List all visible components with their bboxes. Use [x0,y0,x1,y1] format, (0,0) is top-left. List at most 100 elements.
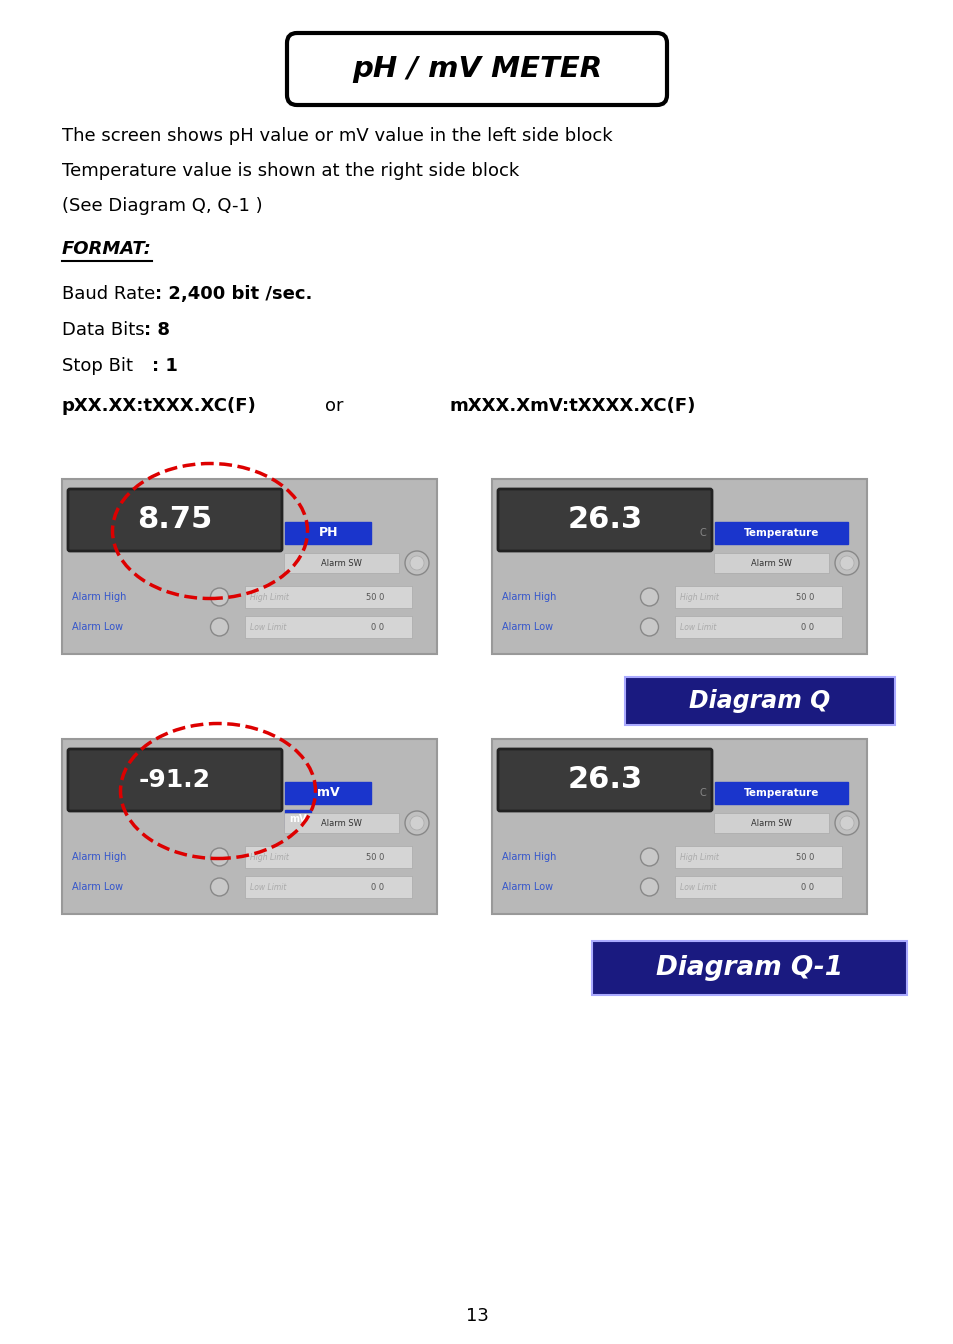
Text: 26.3: 26.3 [567,505,642,535]
FancyBboxPatch shape [714,552,828,573]
Text: 26.3: 26.3 [567,766,642,794]
Text: Alarm SW: Alarm SW [750,559,791,567]
FancyBboxPatch shape [245,586,412,607]
Text: Alarm Low: Alarm Low [501,882,553,892]
Text: C: C [699,528,706,538]
Text: The screen shows pH value or mV value in the left side block: The screen shows pH value or mV value in… [62,126,612,145]
Circle shape [639,848,658,866]
Text: Alarm High: Alarm High [501,852,556,862]
Text: Alarm High: Alarm High [501,591,556,602]
FancyBboxPatch shape [284,813,398,833]
Text: : 1: : 1 [152,358,177,375]
Circle shape [211,618,229,636]
Text: Stop Bit: Stop Bit [62,358,144,375]
Text: Low Limit: Low Limit [679,883,716,891]
FancyBboxPatch shape [62,478,436,655]
FancyBboxPatch shape [497,749,711,810]
Text: 50 0: 50 0 [796,852,814,862]
Circle shape [410,816,423,831]
Text: Low Limit: Low Limit [679,622,716,632]
FancyBboxPatch shape [492,478,866,655]
Text: Alarm Low: Alarm Low [71,622,123,632]
Circle shape [639,878,658,896]
FancyBboxPatch shape [674,845,841,868]
FancyBboxPatch shape [715,782,847,804]
Text: 13: 13 [465,1306,488,1325]
Text: Alarm Low: Alarm Low [501,622,553,632]
Text: Data Bits: Data Bits [62,321,151,339]
Circle shape [639,589,658,606]
FancyBboxPatch shape [285,810,311,828]
FancyBboxPatch shape [287,34,666,105]
Text: Temperature: Temperature [743,528,819,538]
Circle shape [211,589,229,606]
Text: 0 0: 0 0 [371,883,384,891]
Text: High Limit: High Limit [679,593,718,602]
Text: : 8: : 8 [144,321,170,339]
Text: Alarm High: Alarm High [71,591,126,602]
FancyBboxPatch shape [674,616,841,638]
Text: Temperature: Temperature [743,788,819,798]
Text: Alarm Low: Alarm Low [71,882,123,892]
Text: FORMAT:: FORMAT: [62,241,152,258]
Text: Diagram Q-1: Diagram Q-1 [656,956,842,981]
Text: 50 0: 50 0 [796,593,814,602]
Text: Temperature value is shown at the right side block: Temperature value is shown at the right … [62,163,518,180]
FancyBboxPatch shape [68,489,282,551]
FancyBboxPatch shape [245,876,412,898]
Text: (See Diagram Q, Q-1 ): (See Diagram Q, Q-1 ) [62,198,262,215]
Text: 0 0: 0 0 [801,622,814,632]
Text: or: or [325,396,343,415]
Text: : 2,400 bit /sec.: : 2,400 bit /sec. [154,285,312,302]
Circle shape [211,878,229,896]
FancyBboxPatch shape [497,489,711,551]
Text: mV: mV [289,814,307,824]
Text: Low Limit: Low Limit [250,622,286,632]
Text: 0 0: 0 0 [801,883,814,891]
Text: Alarm High: Alarm High [71,852,126,862]
Text: pXX.XX:tXXX.XC(F): pXX.XX:tXXX.XC(F) [62,396,256,415]
Circle shape [840,816,853,831]
FancyBboxPatch shape [285,782,371,804]
FancyBboxPatch shape [62,739,436,914]
Text: High Limit: High Limit [679,852,718,862]
Text: 50 0: 50 0 [366,593,384,602]
Circle shape [840,556,853,570]
FancyBboxPatch shape [285,521,371,544]
Text: Alarm SW: Alarm SW [320,559,361,567]
Text: pH / mV METER: pH / mV METER [352,55,601,83]
Text: Diagram Q: Diagram Q [689,689,830,714]
FancyBboxPatch shape [674,876,841,898]
Text: PH: PH [318,527,337,539]
Text: 8.75: 8.75 [137,505,213,535]
Text: C: C [699,788,706,798]
FancyBboxPatch shape [624,677,894,724]
Text: High Limit: High Limit [250,852,289,862]
FancyBboxPatch shape [714,813,828,833]
FancyBboxPatch shape [245,845,412,868]
Circle shape [834,551,858,575]
FancyBboxPatch shape [68,749,282,810]
Text: mV: mV [316,786,339,800]
Circle shape [639,618,658,636]
Text: mXXX.XmV:tXXXX.XC(F): mXXX.XmV:tXXXX.XC(F) [450,396,696,415]
Circle shape [405,551,429,575]
Circle shape [410,556,423,570]
Text: High Limit: High Limit [250,593,289,602]
Circle shape [211,848,229,866]
Text: Low Limit: Low Limit [250,883,286,891]
Circle shape [405,810,429,835]
Text: Alarm SW: Alarm SW [750,818,791,828]
Text: 50 0: 50 0 [366,852,384,862]
Text: Alarm SW: Alarm SW [320,818,361,828]
FancyBboxPatch shape [592,941,906,995]
Text: Baud Rate: Baud Rate [62,285,161,302]
Text: 0 0: 0 0 [371,622,384,632]
FancyBboxPatch shape [674,586,841,607]
FancyBboxPatch shape [245,616,412,638]
Circle shape [834,810,858,835]
FancyBboxPatch shape [715,521,847,544]
FancyBboxPatch shape [284,552,398,573]
Text: -91.2: -91.2 [139,767,211,792]
FancyBboxPatch shape [492,739,866,914]
